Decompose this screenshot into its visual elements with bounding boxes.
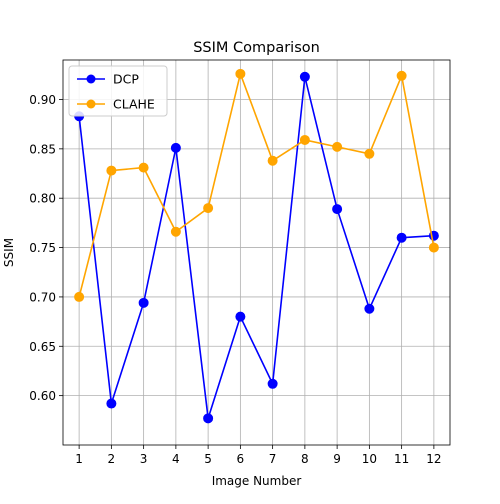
data-point bbox=[106, 165, 117, 176]
chart-title: SSIM Comparison bbox=[193, 40, 320, 56]
data-point bbox=[106, 398, 117, 409]
x-tick-label: 9 bbox=[333, 452, 341, 466]
y-axis-ticks: 0.60 0.65 0.70 0.75 0.80 0.85 0.90 bbox=[29, 93, 63, 403]
legend-marker bbox=[86, 99, 96, 109]
data-point bbox=[332, 204, 343, 215]
series-line bbox=[78, 75, 434, 420]
y-axis-label: SSIM bbox=[2, 238, 16, 267]
plot-frame bbox=[62, 59, 451, 446]
data-point bbox=[364, 303, 375, 314]
x-tick-label: 2 bbox=[108, 452, 116, 466]
y-tick-label: 0.65 bbox=[29, 340, 56, 354]
legend: DCP CLAHE bbox=[68, 65, 168, 117]
x-axis-label: Image Number bbox=[212, 474, 302, 488]
x-tick-label: 1 bbox=[75, 452, 83, 466]
x-tick-label: 4 bbox=[172, 452, 180, 466]
series-dcp bbox=[74, 71, 439, 424]
data-point bbox=[235, 68, 246, 79]
data-point bbox=[74, 291, 85, 302]
data-point bbox=[428, 242, 439, 253]
data-point bbox=[299, 71, 310, 82]
data-point bbox=[170, 226, 181, 237]
legend-label: DCP bbox=[113, 72, 139, 87]
legend-item-clahe: CLAHE bbox=[77, 97, 155, 112]
x-tick-label: 6 bbox=[237, 452, 245, 466]
y-tick-label: 0.60 bbox=[29, 389, 56, 403]
data-point bbox=[235, 311, 246, 322]
x-tick-label: 8 bbox=[301, 452, 309, 466]
data-point bbox=[332, 141, 343, 152]
grid-lines bbox=[63, 60, 450, 445]
x-tick-label: 10 bbox=[362, 452, 377, 466]
data-point bbox=[170, 142, 181, 153]
y-tick-label: 0.85 bbox=[29, 142, 56, 156]
series-layer bbox=[74, 68, 439, 424]
data-point bbox=[267, 155, 278, 166]
x-tick-label: 7 bbox=[269, 452, 277, 466]
data-point bbox=[299, 134, 310, 145]
legend-item-dcp: DCP bbox=[77, 72, 139, 87]
data-point bbox=[267, 378, 278, 389]
data-point bbox=[138, 162, 149, 173]
y-tick-label: 0.80 bbox=[29, 192, 56, 206]
x-tick-label: 12 bbox=[426, 452, 441, 466]
x-tick-label: 5 bbox=[204, 452, 212, 466]
data-point bbox=[396, 70, 407, 81]
data-point bbox=[364, 148, 375, 159]
y-tick-label: 0.70 bbox=[29, 290, 56, 304]
x-tick-label: 3 bbox=[140, 452, 148, 466]
y-tick-label: 0.75 bbox=[29, 241, 56, 255]
data-point bbox=[396, 232, 407, 243]
data-point bbox=[203, 413, 214, 424]
series-clahe bbox=[74, 68, 439, 302]
legend-label: CLAHE bbox=[113, 97, 155, 112]
x-tick-label: 11 bbox=[394, 452, 409, 466]
series-line bbox=[78, 73, 435, 298]
data-point bbox=[203, 203, 214, 214]
data-point bbox=[138, 297, 149, 308]
x-axis-ticks: 1 2 3 4 5 6 7 8 9 10 11 12 bbox=[75, 445, 442, 466]
legend-marker bbox=[86, 74, 96, 84]
y-tick-label: 0.90 bbox=[29, 93, 56, 107]
